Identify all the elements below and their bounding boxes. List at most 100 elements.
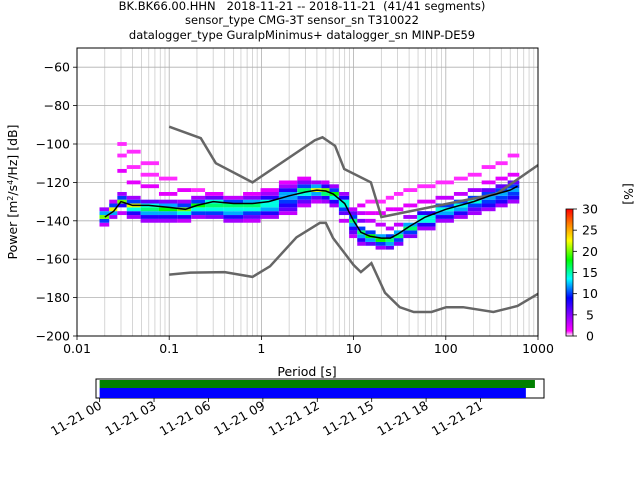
timeline-tick-label: 11-21 15 bbox=[320, 398, 376, 439]
density-cell bbox=[191, 199, 206, 204]
colorbar bbox=[565, 208, 574, 337]
density-cell bbox=[126, 180, 141, 185]
density-cell bbox=[393, 192, 404, 196]
noise-models bbox=[104, 125, 538, 314]
density-cell bbox=[140, 207, 159, 212]
density-cell bbox=[177, 188, 192, 192]
density-cell bbox=[393, 234, 404, 239]
density-cell bbox=[393, 241, 404, 246]
density-cell bbox=[278, 211, 298, 216]
density-cell bbox=[243, 215, 261, 219]
chart-title-line-1: BK.BK66.00.HHN 2018-11-21 -- 2018-11-21 … bbox=[118, 0, 486, 13]
density-cell bbox=[117, 211, 127, 216]
density-cell bbox=[243, 207, 261, 212]
y-tick-label: −60 bbox=[44, 60, 70, 75]
density-cell bbox=[365, 241, 376, 246]
density-cell bbox=[357, 238, 366, 242]
density-cell bbox=[321, 195, 330, 200]
density-cell bbox=[297, 180, 312, 185]
density-cell bbox=[435, 180, 454, 185]
density-cell bbox=[349, 234, 358, 239]
density-cell bbox=[191, 195, 206, 200]
density-cell bbox=[109, 199, 118, 204]
y-axis-ticks: −60 −80 −100 −120 −140 −160 −180 −200 bbox=[36, 60, 77, 344]
density-cell bbox=[467, 172, 482, 177]
density-cell bbox=[375, 222, 386, 227]
density-cell bbox=[243, 203, 261, 208]
density-cell bbox=[158, 211, 178, 216]
density-cell bbox=[375, 245, 386, 250]
density-cell bbox=[495, 199, 508, 204]
y-tick-label: −200 bbox=[36, 329, 70, 344]
density-cell bbox=[349, 207, 358, 212]
density-cell bbox=[329, 188, 339, 192]
density-cell bbox=[140, 161, 159, 166]
density-cell bbox=[467, 207, 482, 212]
density-cell bbox=[311, 180, 322, 185]
mode-curve-line bbox=[104, 185, 518, 239]
density-cell bbox=[375, 199, 386, 204]
timeline-tick-label: 11-21 12 bbox=[266, 398, 322, 439]
density-cell bbox=[495, 192, 508, 196]
density-cell bbox=[481, 180, 496, 185]
y-tick-label: −100 bbox=[36, 137, 70, 152]
density-cells bbox=[99, 142, 520, 250]
colorbar-tick-label: 15 bbox=[582, 265, 598, 280]
density-cell bbox=[349, 226, 358, 231]
density-cell bbox=[507, 184, 520, 189]
density-cell bbox=[403, 234, 418, 239]
density-cell bbox=[495, 195, 508, 200]
density-cell bbox=[435, 218, 454, 223]
density-cell bbox=[349, 215, 358, 219]
timeline-tick-label: 11-21 21 bbox=[429, 398, 485, 439]
density-cell bbox=[375, 241, 386, 246]
density-cell bbox=[495, 184, 508, 189]
density-cell bbox=[481, 199, 496, 204]
timeline-bar bbox=[99, 380, 535, 388]
density-cell bbox=[403, 230, 418, 235]
density-cell bbox=[365, 218, 376, 223]
density-cell bbox=[321, 199, 330, 204]
density-cell bbox=[329, 203, 339, 208]
density-cell bbox=[278, 192, 298, 196]
density-cell bbox=[158, 203, 178, 208]
density-cell bbox=[357, 241, 366, 246]
density-cell bbox=[158, 215, 178, 219]
density-cell bbox=[417, 218, 436, 223]
density-cell bbox=[349, 211, 358, 216]
density-cell bbox=[417, 211, 436, 216]
colorbar-tick-label: 30 bbox=[582, 202, 598, 217]
density-cell bbox=[260, 207, 279, 212]
density-cell bbox=[126, 199, 141, 204]
density-cell bbox=[297, 203, 312, 208]
density-cell bbox=[338, 203, 350, 208]
colorbar-tick-label: 20 bbox=[582, 244, 598, 259]
density-cell bbox=[357, 203, 366, 208]
density-cell bbox=[117, 153, 127, 158]
density-cell bbox=[243, 195, 261, 200]
density-cell bbox=[481, 192, 496, 196]
density-cell bbox=[177, 211, 192, 216]
density-cell bbox=[297, 188, 312, 192]
x-tick-label: 10 bbox=[346, 341, 362, 356]
density-cell bbox=[507, 188, 520, 192]
x-tick-label: 1000 bbox=[522, 341, 554, 356]
density-cell bbox=[223, 211, 244, 216]
density-cell bbox=[385, 207, 394, 212]
density-cell bbox=[223, 195, 244, 200]
density-cell bbox=[321, 192, 330, 196]
density-cell bbox=[507, 153, 520, 158]
density-cell bbox=[357, 211, 366, 216]
density-cell bbox=[126, 195, 141, 200]
density-cell bbox=[140, 184, 159, 189]
density-cell bbox=[507, 192, 520, 196]
density-cell bbox=[109, 211, 118, 216]
density-cell bbox=[435, 195, 454, 200]
density-cell bbox=[260, 192, 279, 196]
density-cell bbox=[435, 211, 454, 216]
density-cell bbox=[385, 238, 394, 242]
x-tick-label: 0.1 bbox=[159, 341, 179, 356]
density-cell bbox=[223, 203, 244, 208]
